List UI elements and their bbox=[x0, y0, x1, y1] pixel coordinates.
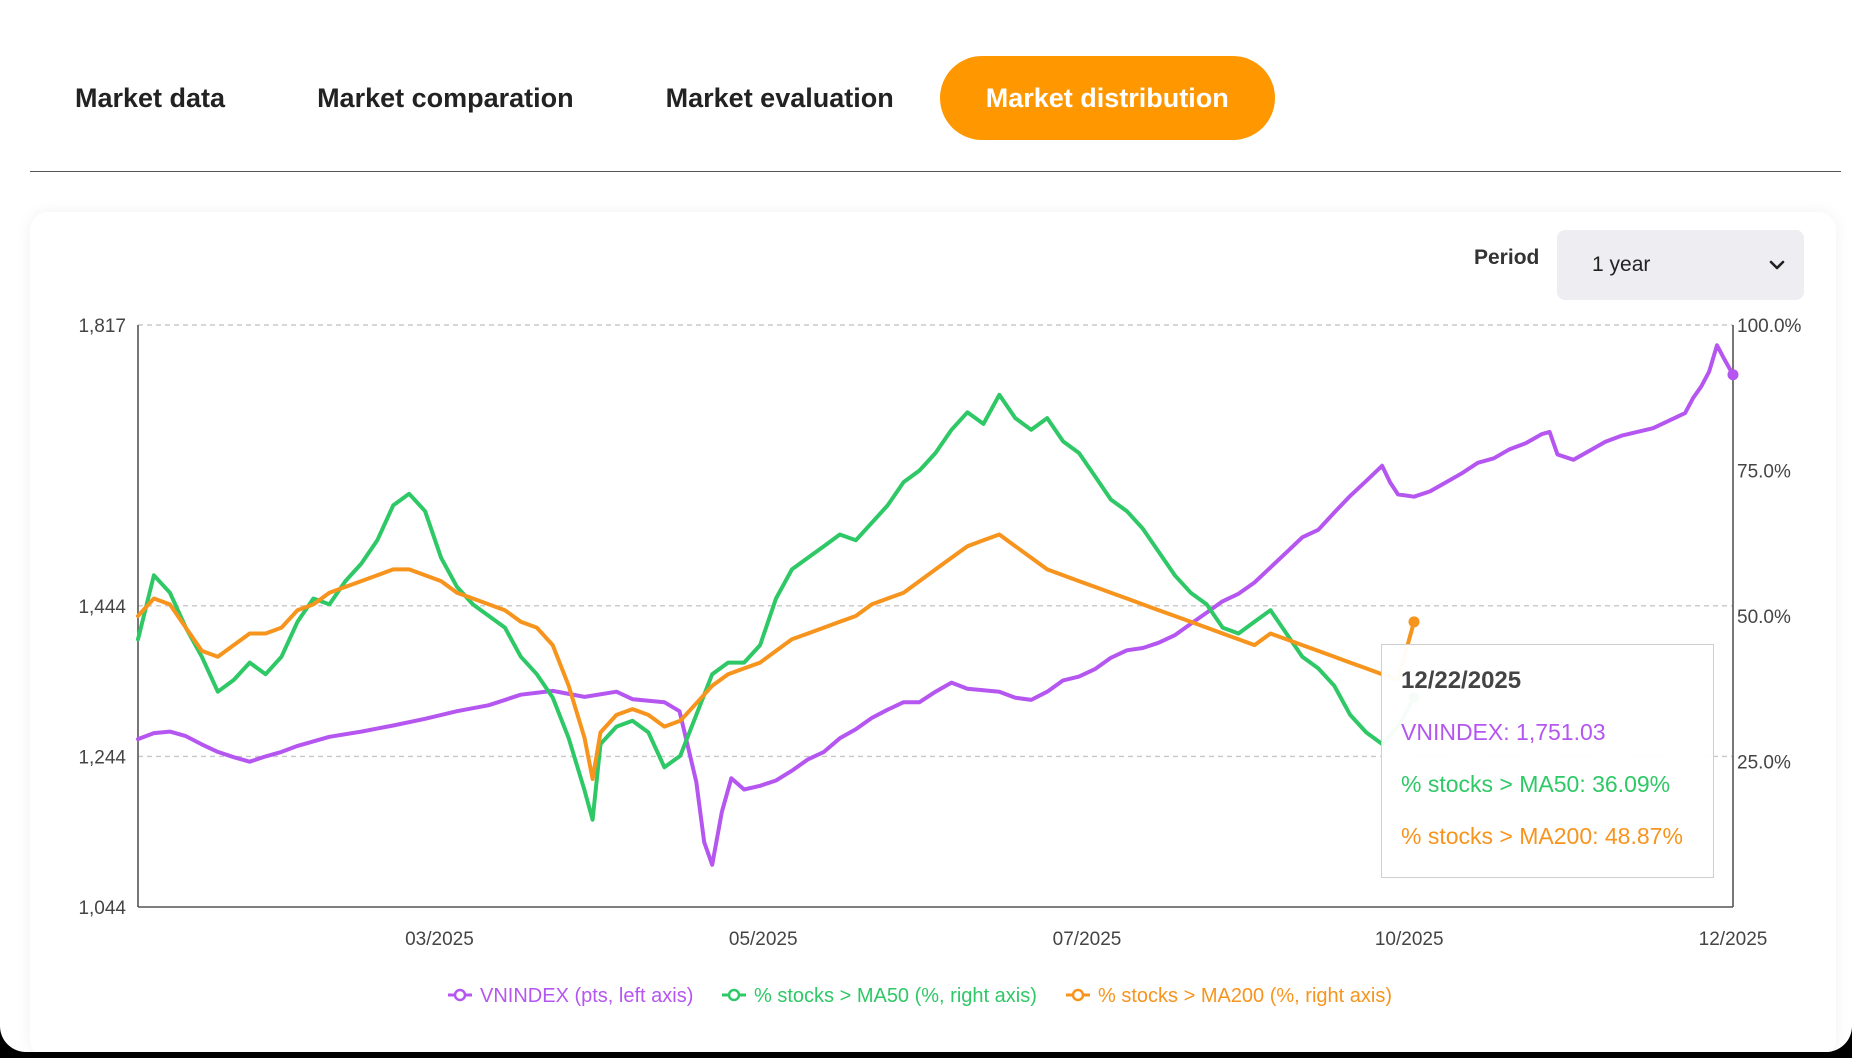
period-selected-value: 1 year bbox=[1592, 253, 1651, 276]
legend-label-ma50: % stocks > MA50 (%, right axis) bbox=[754, 985, 1037, 1007]
series-line-vnindex bbox=[136, 343, 1735, 867]
legend-marker-dot-ma200 bbox=[1071, 988, 1085, 1002]
tooltip-ma50: % stocks > MA50: 36.09% bbox=[1401, 771, 1671, 797]
x-tick-label: 05/2025 bbox=[729, 929, 798, 950]
legend-label-ma200: % stocks > MA200 (%, right axis) bbox=[1098, 985, 1392, 1007]
chart-card bbox=[30, 212, 1836, 1052]
x-tick-label: 10/2025 bbox=[1375, 929, 1444, 950]
tab-bar: Market data Market comparation Market ev… bbox=[30, 56, 1275, 140]
period-label: Period bbox=[1474, 246, 1540, 269]
tab-market-evaluation[interactable]: Market evaluation bbox=[665, 82, 894, 113]
tab-market-comparation[interactable]: Market comparation bbox=[317, 82, 574, 113]
y-right-tick-label: 75.0% bbox=[1737, 462, 1791, 483]
period-select[interactable]: 1 year bbox=[1557, 230, 1804, 300]
y-right-tick-label: 25.0% bbox=[1737, 753, 1791, 774]
tooltip-vnindex: VNINDEX: 1,751.03 bbox=[1401, 719, 1606, 745]
series-endpoint-ma200 bbox=[1408, 616, 1420, 628]
series-line-ma50 bbox=[136, 392, 1416, 822]
tooltip-ma200: % stocks > MA200: 48.87% bbox=[1401, 823, 1683, 849]
y-right-tick-label: 100.0% bbox=[1737, 316, 1802, 337]
legend-marker-dot-vnindex bbox=[453, 988, 467, 1002]
y-left-tick-label: 1,817 bbox=[78, 316, 126, 337]
x-tick-label: 07/2025 bbox=[1053, 929, 1122, 950]
y-left-tick-label: 1,444 bbox=[78, 597, 126, 618]
chevron-down-icon bbox=[1769, 260, 1785, 270]
tab-market-distribution[interactable]: Market distribution bbox=[939, 56, 1275, 140]
tab-market-data[interactable]: Market data bbox=[75, 82, 226, 113]
series-line-ma200 bbox=[136, 532, 1416, 781]
y-left-tick-label: 1,244 bbox=[78, 747, 126, 768]
series-endpoint-vnindex bbox=[1727, 369, 1739, 381]
x-tick-label: 12/2025 bbox=[1699, 929, 1768, 950]
tooltip-date: 12/22/2025 bbox=[1401, 667, 1522, 694]
legend-marker-dot-ma50 bbox=[727, 988, 741, 1002]
chart-tooltip: 12/22/2025 VNINDEX: 1,751.03 % stocks > … bbox=[1381, 644, 1714, 878]
tab-divider bbox=[30, 171, 1841, 172]
legend-label-vnindex: VNINDEX (pts, left axis) bbox=[480, 985, 693, 1007]
y-left-tick-label: 1,044 bbox=[78, 898, 126, 919]
x-tick-label: 03/2025 bbox=[405, 929, 474, 950]
y-right-tick-label: 50.0% bbox=[1737, 607, 1791, 628]
